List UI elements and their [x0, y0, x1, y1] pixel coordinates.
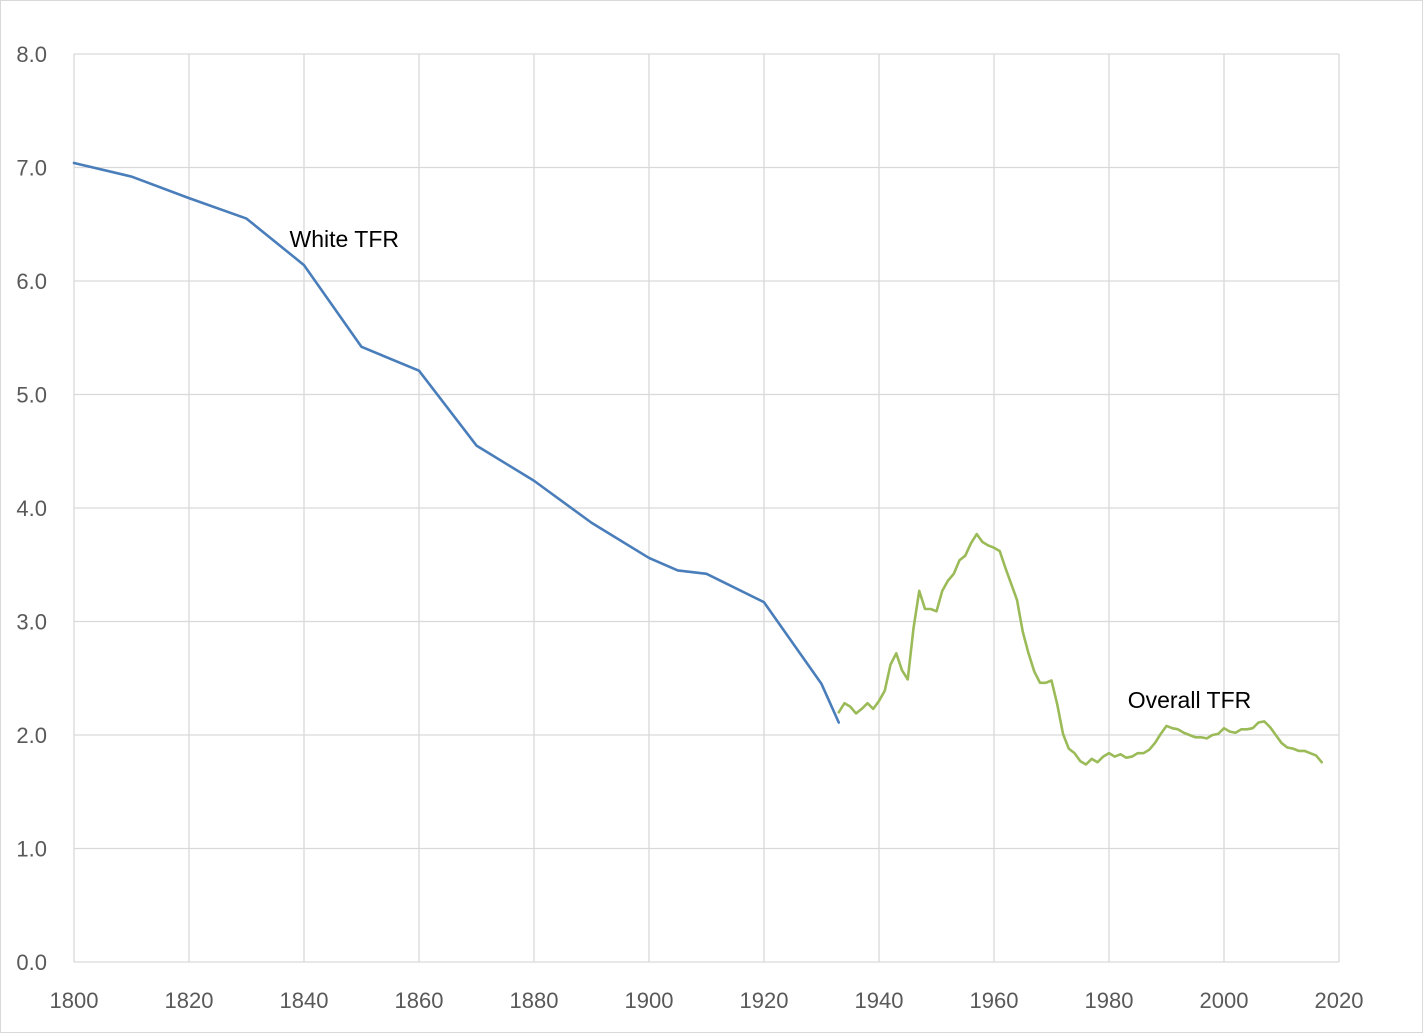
horizontal-gridlines: [74, 53, 1339, 963]
x-axis-tick-labels: 1800 1820 1840 1860 1880 1900 1920 1940 1960 1980…: [50, 988, 1364, 1013]
x-tick-label: 1860: [395, 988, 444, 1013]
x-tick-label: 1980: [1085, 988, 1134, 1013]
x-tick-label: 1900: [625, 988, 674, 1013]
series-annotation: White TFR: [290, 226, 399, 252]
x-tick-label: 1940: [855, 988, 904, 1013]
y-tick-label: 5.0: [16, 383, 47, 408]
series-lines: [72, 161, 1324, 766]
x-tick-label: 2000: [1200, 988, 1249, 1013]
y-tick-label: 3.0: [16, 610, 47, 635]
series-annotation: Overall TFR: [1128, 687, 1252, 713]
x-tick-label: 1960: [970, 988, 1019, 1013]
y-tick-label: 0.0: [16, 950, 47, 975]
x-tick-label: 2020: [1315, 988, 1364, 1013]
y-tick-label: 6.0: [16, 269, 47, 294]
x-tick-label: 1840: [280, 988, 329, 1013]
x-tick-label: 1820: [165, 988, 214, 1013]
x-tick-label: 1880: [510, 988, 559, 1013]
y-axis-tick-labels: 0.0 1.0 2.0 3.0 4.0 5.0 6.0 7.0 8.0: [16, 42, 47, 975]
series-line-overall-tfr: [837, 532, 1324, 766]
y-tick-label: 4.0: [16, 496, 47, 521]
series-annotations: White TFR Overall TFR: [290, 226, 1252, 713]
x-tick-label: 1920: [740, 988, 789, 1013]
y-tick-label: 8.0: [16, 42, 47, 67]
y-tick-label: 1.0: [16, 837, 47, 862]
x-tick-label: 1800: [50, 988, 99, 1013]
series-line-white-tfr: [72, 161, 841, 724]
y-tick-label: 7.0: [16, 156, 47, 181]
y-tick-label: 2.0: [16, 723, 47, 748]
